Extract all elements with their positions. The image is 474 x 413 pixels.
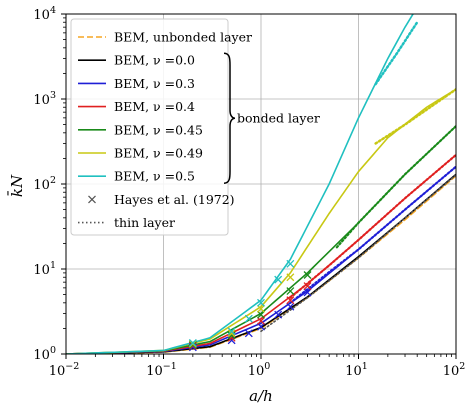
legend-label: thin layer xyxy=(114,215,175,230)
marker-stroke xyxy=(244,314,253,323)
marker-stroke xyxy=(303,288,312,297)
hayes-marker xyxy=(286,287,295,296)
hayes-marker xyxy=(303,271,312,279)
series-line xyxy=(335,124,456,249)
hayes-marker xyxy=(286,273,295,282)
y-tick-label: 100 xyxy=(33,345,56,363)
hayes-marker xyxy=(257,316,265,325)
marker-stroke xyxy=(286,273,295,282)
legend: BEM, unbonded layer BEM, ν =0.0 BEM, ν =0.… xyxy=(70,18,320,236)
marker-stroke xyxy=(286,259,295,268)
legend-label: BEM, unbonded layer xyxy=(114,30,252,45)
marker-stroke xyxy=(244,329,253,338)
hayes-marker xyxy=(244,329,253,338)
hayes-marker xyxy=(188,340,197,349)
hayes-marker xyxy=(257,304,265,313)
legend-label: BEM, ν =0.45 xyxy=(114,122,203,137)
marker-stroke xyxy=(257,310,265,319)
axis-ticks: 10−2 10−1 100 101 102 100 101 102 103 104 xyxy=(33,5,465,379)
x-tick-label: 101 xyxy=(345,361,368,379)
series-line xyxy=(66,14,415,354)
x-tick-label: 10−2 xyxy=(49,361,80,379)
series-line xyxy=(374,20,419,86)
marker-stroke xyxy=(286,302,295,311)
hayes-marker xyxy=(303,282,312,291)
hayes-marker xyxy=(274,310,283,319)
hayes-marker xyxy=(303,288,312,297)
hayes-marker xyxy=(286,302,295,311)
marker-stroke xyxy=(227,329,236,338)
marker-stroke xyxy=(274,275,283,284)
hayes-marker xyxy=(257,322,265,331)
legend-label: BEM, ν =0.5 xyxy=(114,169,195,184)
marker-stroke xyxy=(257,316,265,325)
hayes-marker xyxy=(274,275,283,284)
legend-label: BEM, ν =0.4 xyxy=(114,99,195,114)
y-tick-label: 103 xyxy=(33,90,56,108)
series-layer xyxy=(66,14,456,354)
hayes-marker xyxy=(286,259,295,268)
marker-stroke xyxy=(257,322,265,331)
hayes-marker xyxy=(257,298,265,307)
x-tick-label: 10−1 xyxy=(146,361,177,379)
y-tick-label: 102 xyxy=(33,175,56,193)
brace-label: bonded layer xyxy=(237,111,320,126)
marker-layer xyxy=(188,259,312,352)
marker-stroke xyxy=(274,310,283,319)
legend-label: Hayes et al. (1972) xyxy=(114,192,235,207)
marker-stroke xyxy=(286,287,295,296)
y-axis-label: k̄N xyxy=(8,174,26,197)
legend-label: BEM, ν =0.49 xyxy=(114,146,203,161)
y-tick-label: 101 xyxy=(33,260,56,278)
legend-marker-swatch xyxy=(88,195,96,204)
hayes-marker xyxy=(188,338,197,347)
marker-stroke xyxy=(227,327,236,336)
legend-box xyxy=(70,18,229,236)
legend-label: BEM, ν =0.0 xyxy=(114,53,195,68)
y-tick-label: 104 xyxy=(33,5,56,23)
series-line xyxy=(289,153,456,299)
marker-stroke xyxy=(286,296,295,305)
hayes-marker xyxy=(227,329,236,338)
marker-stroke xyxy=(303,271,312,279)
x-tick-label: 102 xyxy=(443,361,466,379)
marker-stroke xyxy=(188,338,197,347)
series-line xyxy=(289,165,456,304)
marker-stroke xyxy=(257,304,265,313)
x-axis-label: a/h xyxy=(249,387,273,405)
marker-stroke xyxy=(188,340,197,349)
x-tick-label: 100 xyxy=(248,361,271,379)
marker-stroke xyxy=(257,298,265,307)
hayes-marker xyxy=(244,314,253,323)
legend-label: BEM, ν =0.3 xyxy=(114,76,195,91)
hayes-marker xyxy=(257,310,265,319)
marker-stroke xyxy=(303,282,312,291)
series-line xyxy=(374,88,456,145)
legend-brace xyxy=(223,52,236,184)
hayes-marker xyxy=(286,296,295,305)
hayes-marker xyxy=(227,327,236,336)
